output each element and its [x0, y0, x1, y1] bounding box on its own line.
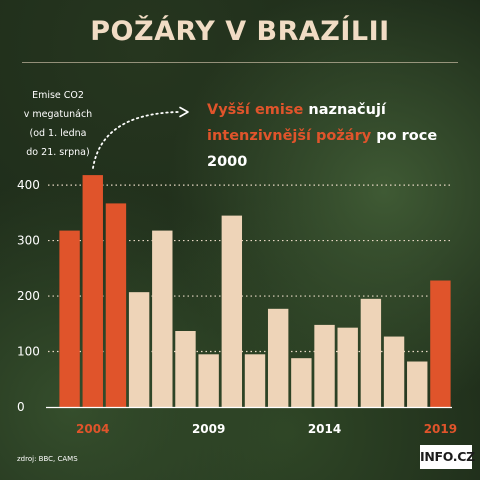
bar-2003: [59, 230, 80, 407]
chart-title: POŽÁRY V BRAZÍLII: [90, 16, 390, 47]
bar-2015: [337, 327, 358, 407]
y-axis-label: Emise CO2 v megatunách (od 1. ledna do 2…: [6, 86, 110, 162]
bar-2008: [175, 330, 196, 407]
chart-annotation: Vyšší emise naznačují intenzivnější požá…: [207, 97, 472, 175]
source-note: zdroj: BBC, CAMS: [17, 455, 78, 463]
y-axis-label-line-2: v megatunách: [23, 109, 93, 120]
annotation-accent-2: intenzivnější požáry: [207, 128, 372, 144]
y-tick-label: 200: [17, 289, 40, 303]
x-tick-labels: 2004 2009 2014 2019: [76, 422, 457, 436]
x-tick-label-2019: 2019: [424, 422, 457, 436]
bar-2007: [152, 230, 173, 407]
bar-2006: [128, 292, 150, 407]
bar-2017: [383, 336, 405, 407]
bar-2014: [314, 324, 335, 407]
y-tick-label: 0: [17, 400, 25, 414]
x-tick-label-2014: 2014: [308, 422, 341, 436]
annotation-text-2: po roce 2000: [207, 128, 438, 170]
annotation-accent-1: Vyšší emise: [207, 102, 304, 118]
brand-logo: INFO.CZ: [420, 445, 475, 469]
annotation-arrow-line: [92, 111, 179, 169]
bars: [59, 175, 451, 407]
annotation-text-1: naznačují: [303, 102, 386, 118]
x-tick-label-2009: 2009: [192, 422, 225, 436]
bar-2004: [82, 175, 103, 407]
bar-2005: [105, 203, 127, 407]
bar-2009: [198, 354, 219, 407]
y-tick-label: 300: [17, 234, 40, 248]
bar-2011: [244, 354, 266, 407]
y-axis-label-line-4: do 21. srpna): [26, 147, 90, 158]
bar-2019: [430, 280, 451, 407]
y-axis-label-line-3: (od 1. ledna: [29, 128, 87, 139]
bar-2016: [360, 298, 382, 407]
bar-2010: [221, 215, 243, 407]
title-divider: [22, 62, 458, 63]
bar-2013: [291, 358, 312, 407]
bar-2012: [267, 308, 289, 407]
x-tick-label-2004: 2004: [76, 422, 109, 436]
y-tick-label: 400: [17, 178, 40, 192]
bar-2018: [407, 361, 428, 407]
y-tick-labels: 0 100 200 300 400: [17, 178, 40, 414]
annotation-arrow-head: [179, 106, 189, 118]
y-tick-label: 100: [17, 345, 40, 359]
annotation-arrow: [92, 106, 189, 169]
y-axis-label-line-1: Emise CO2: [32, 90, 84, 101]
